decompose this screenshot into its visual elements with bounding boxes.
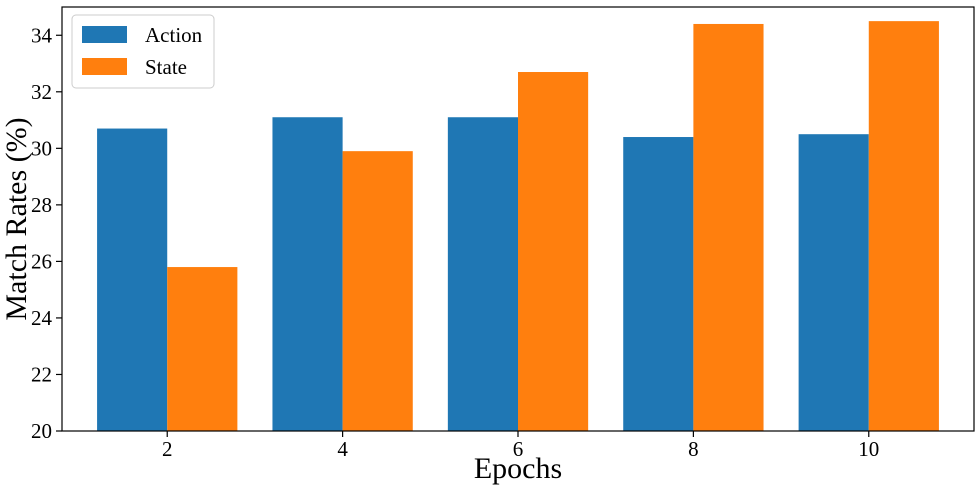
y-tick-label: 24 [31, 306, 53, 330]
y-tick-label: 26 [31, 249, 52, 273]
x-tick-label: 6 [513, 437, 524, 461]
bar-state-10 [868, 21, 939, 432]
x-tick-label: 4 [337, 437, 348, 461]
y-tick-label: 22 [31, 362, 52, 386]
y-tick-label: 32 [31, 80, 52, 104]
bar-state-2 [167, 267, 238, 431]
bar-action-2 [97, 128, 168, 431]
bar-state-6 [518, 72, 589, 431]
legend-swatch-action [82, 26, 127, 43]
y-tick-label: 30 [31, 136, 52, 160]
x-tick-label: 2 [162, 437, 173, 461]
bar-state-4 [342, 151, 413, 431]
x-tick-label: 8 [688, 437, 699, 461]
bar-action-8 [623, 137, 694, 431]
legend-label-state: State [145, 55, 187, 79]
x-axis-title: Epochs [474, 452, 562, 485]
bars-layer [97, 21, 939, 432]
bar-action-10 [798, 134, 869, 431]
legend: Action State [71, 14, 215, 89]
y-tick-label: 34 [31, 23, 53, 47]
x-tick-label: 10 [858, 437, 879, 461]
legend-label-action: Action [145, 23, 203, 47]
y-tick-label: 28 [31, 193, 52, 217]
bar-action-6 [447, 117, 518, 432]
legend-swatch-state [82, 58, 127, 75]
y-axis-title: Match Rates (%) [0, 117, 33, 320]
bar-action-4 [272, 117, 343, 432]
bar-state-8 [693, 23, 764, 432]
y-tick-label: 20 [31, 419, 52, 443]
